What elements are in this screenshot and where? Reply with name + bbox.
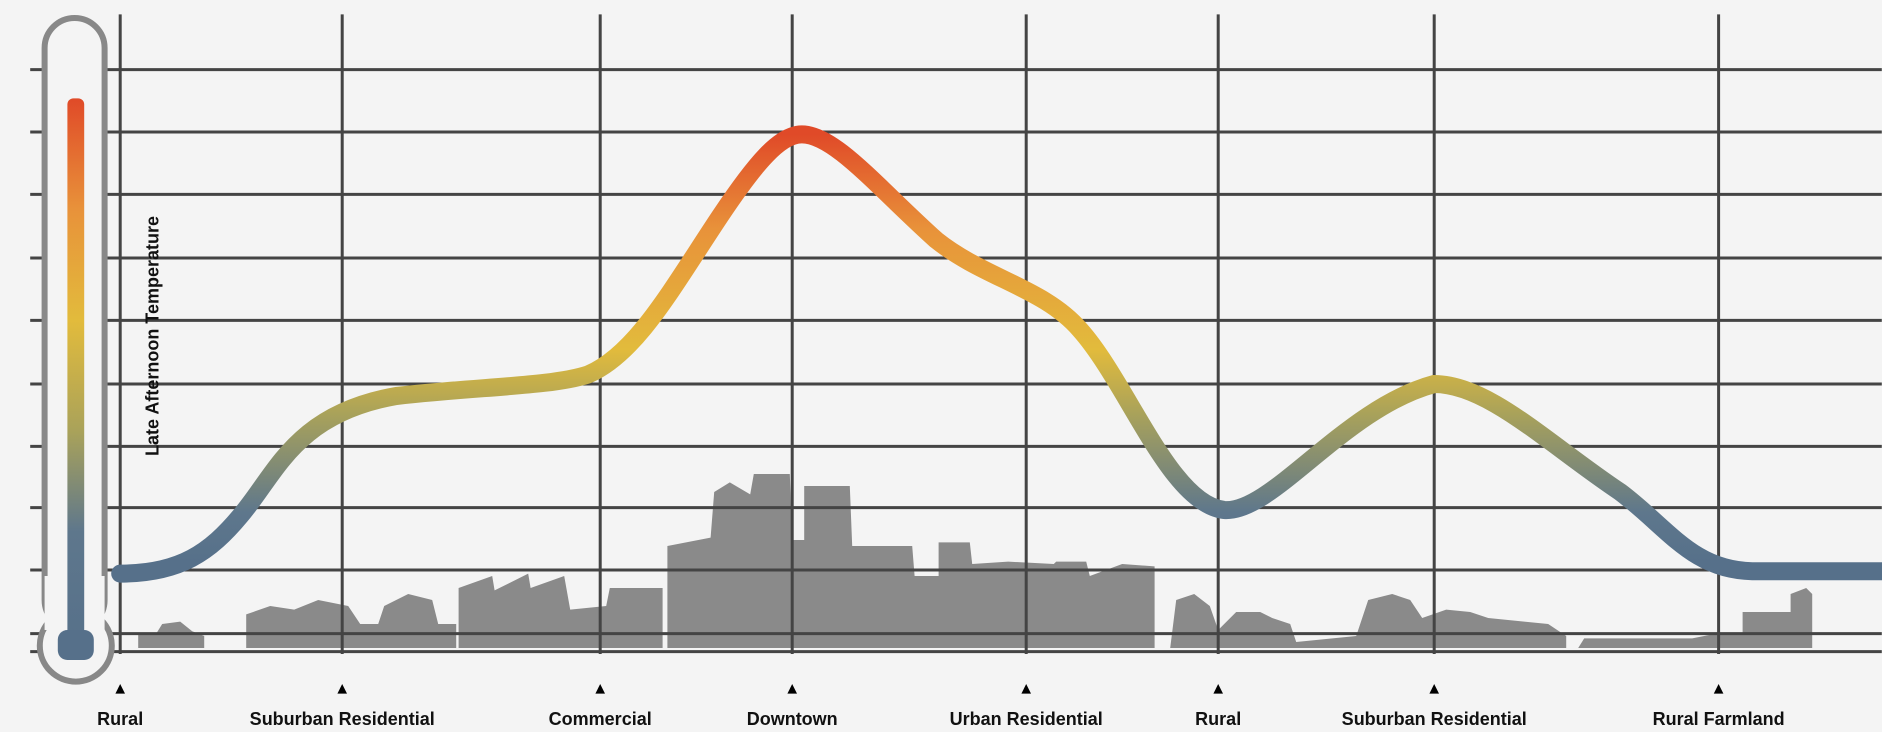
zone-label: Rural [97, 709, 143, 729]
zone-label: Urban Residential [950, 709, 1103, 729]
zone-label: Rural [1195, 709, 1241, 729]
zone-markers [115, 684, 1724, 694]
zone-label: Suburban Residential [250, 709, 435, 729]
temperature-curve [111, 125, 1882, 583]
zone-label: Commercial [549, 709, 652, 729]
thermometer [36, 15, 115, 685]
zone-label: Downtown [747, 709, 838, 729]
zone-label: Rural Farmland [1653, 709, 1785, 729]
zone-label: Suburban Residential [1342, 709, 1527, 729]
y-axis-label: Late Afternoon Temperature [143, 216, 163, 456]
